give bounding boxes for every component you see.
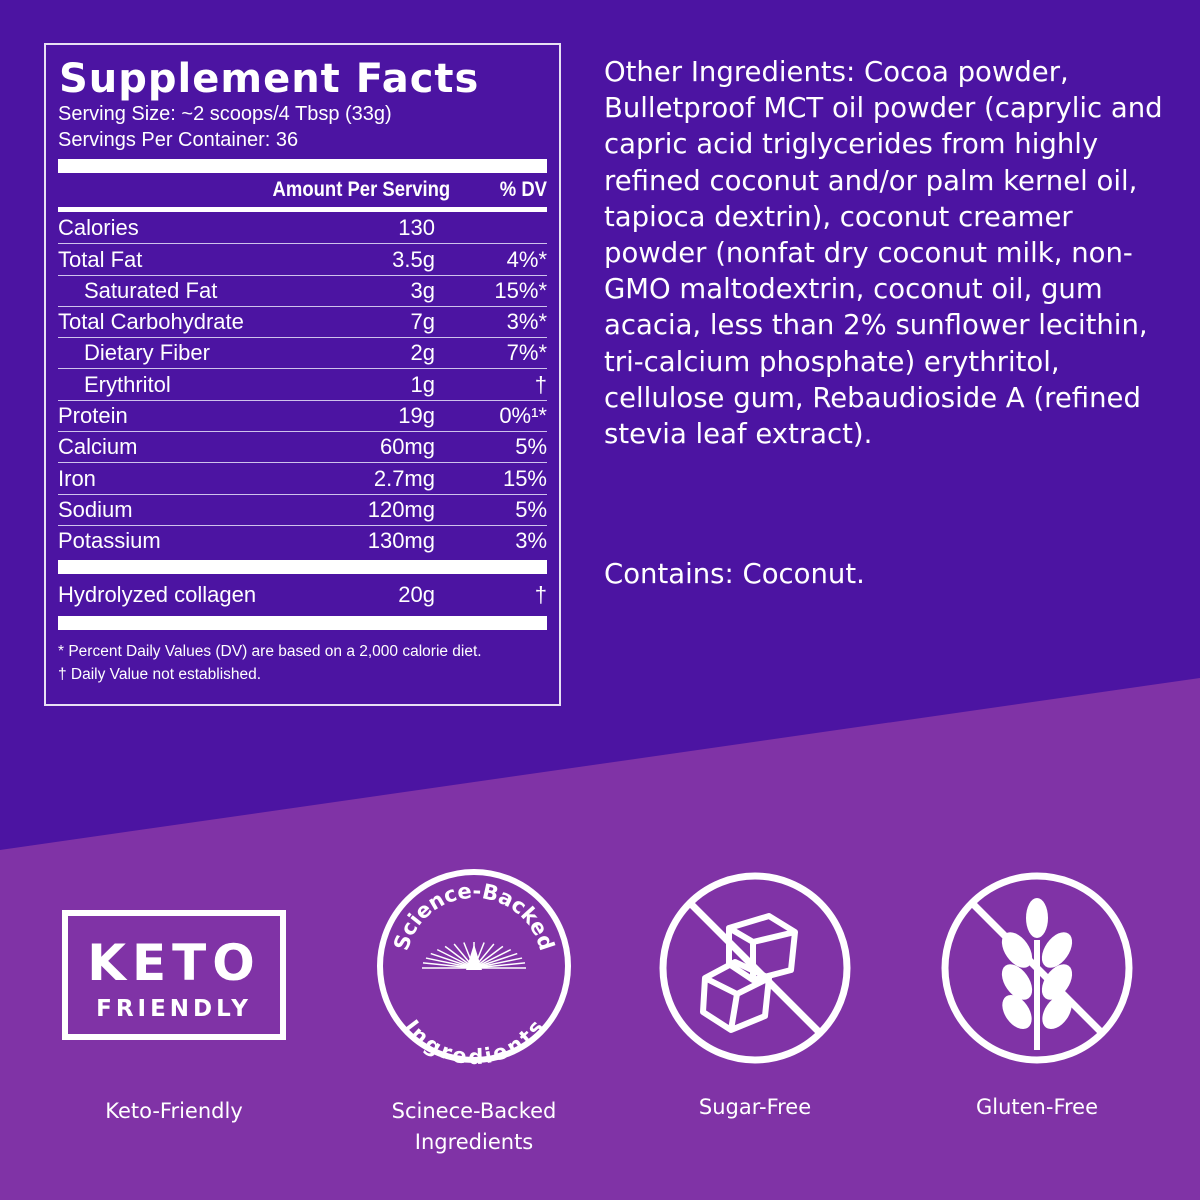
nutrient-dv: 7%* (506, 340, 547, 366)
nutrient-name: Dietary Fiber (84, 340, 210, 366)
nutrient-dv: † (534, 371, 547, 397)
footnotes: * Percent Daily Values (DV) are based on… (58, 640, 547, 686)
table-row: Erythritol 1g † (58, 368, 547, 399)
seal-ray (425, 957, 475, 969)
badge-label-keto: Keto-Friendly (105, 1099, 243, 1123)
badge-label-gluten-free: Gluten-Free (975, 1095, 1099, 1119)
servings-per-container: Servings Per Container: 36 (58, 129, 299, 151)
nutrient-dv: 4%* (506, 246, 547, 272)
nutrient-name: Protein (58, 403, 128, 429)
nutrient-dv: 3% (515, 528, 547, 554)
nutrient-amount: 2g (410, 340, 435, 366)
nutrient-name: Sodium (58, 496, 133, 522)
nutrient-dv: 5% (515, 434, 547, 460)
nutrient-name: Iron (58, 465, 96, 491)
table-header: Amount Per Serving % DV (117, 173, 547, 207)
sugar-free-icon (659, 872, 851, 1064)
svg-text:Ingredients: Ingredients (399, 1015, 548, 1066)
footnote-dagger: † Daily Value not established. (58, 666, 262, 684)
gluten-free-icon (941, 872, 1133, 1064)
nutrient-amount: 20g (398, 582, 435, 608)
badge-label-science: Scinece-Backed Ingredients (391, 1099, 557, 1154)
divider (58, 560, 547, 575)
nutrient-amount: 1g (410, 371, 435, 397)
nutrient-name: Total Carbohydrate (58, 309, 244, 335)
nutrient-amount: 3.5g (392, 246, 435, 272)
facts-title: Supplement Facts (59, 56, 480, 102)
nutrient-name: Erythritol (84, 371, 171, 397)
science-backed-seal-icon: Science-Backed Ingredients (377, 869, 571, 1066)
seal-ray (473, 962, 526, 969)
nutrient-name: Potassium (58, 528, 161, 554)
table-row: Saturated Fat 3g 15%* (58, 274, 547, 306)
table-row: Total Fat 3.5g 4%* (58, 243, 547, 274)
serving-size: Serving Size: ~2 scoops/4 Tbsp (33g) (58, 103, 392, 125)
nutrient-amount: 7g (410, 309, 435, 335)
keto-badge-icon: KETO FRIENDLY (62, 910, 286, 1040)
nutrient-amount: 2.7mg (373, 465, 435, 491)
badge-label-sugar-free: Sugar-Free (698, 1095, 812, 1119)
nutrient-name: Calcium (58, 434, 138, 460)
nutrient-amount: 60mg (379, 434, 435, 460)
seal-ray (430, 952, 475, 969)
nutrient-amount: 19g (398, 403, 435, 429)
friendly-text: FRIENDLY (96, 996, 252, 1022)
table-row: Total Carbohydrate 7g 3%* (58, 305, 547, 337)
nutrient-dv: 15%* (494, 277, 547, 303)
supplement-facts-panel: Supplement Facts Serving Size: ~2 scoops… (44, 43, 561, 706)
nutrient-dv: 0%¹* (499, 403, 547, 429)
table-row: Hydrolyzed collagen 20g † (58, 574, 547, 610)
divider (58, 159, 547, 173)
amount-header: Amount Per Serving (272, 178, 451, 201)
nutrient-dv: 15% (502, 465, 547, 491)
nutrient-amount: 3g (410, 277, 435, 303)
nutrient-dv: 5% (515, 496, 547, 522)
seal-bottom-text: Ingredients (399, 1015, 548, 1066)
nutrient-name: Calories (58, 215, 139, 241)
nutrient-dv: 3%* (506, 309, 547, 335)
dv-header: % DV (499, 178, 547, 201)
other-ingredients: Other Ingredients: Cocoa powder, Bulletp… (604, 56, 1163, 451)
nutrient-name: Saturated Fat (84, 277, 218, 303)
footnote-dv: * Percent Daily Values (DV) are based on… (58, 643, 482, 661)
nutrient-amount: 130 (398, 215, 435, 241)
nutrient-dv: † (534, 582, 547, 608)
table-row: Calcium 60mg 5% (58, 431, 547, 462)
seal-ray (422, 962, 475, 969)
divider (58, 616, 547, 631)
table-row: Potassium 130mg 3% (58, 524, 547, 556)
keto-text: KETO (87, 934, 261, 992)
nutrient-name: Total Fat (58, 246, 143, 272)
divider (58, 207, 547, 212)
table-row: Dietary Fiber 2g 7%* (58, 337, 547, 368)
allergen-statement: Contains: Coconut. (604, 558, 865, 590)
table-row: Sodium 120mg 5% (58, 493, 547, 525)
seal-ray (473, 952, 518, 969)
table-row: Calories 130 (58, 212, 547, 243)
table-row: Protein 19g 0%¹* (58, 399, 547, 431)
nutrient-name: Hydrolyzed collagen (58, 582, 257, 608)
table-row: Iron 2.7mg 15% (58, 462, 547, 493)
nutrient-amount: 120mg (367, 496, 435, 522)
nutrient-amount: 130mg (367, 528, 435, 554)
seal-ray (473, 957, 523, 969)
